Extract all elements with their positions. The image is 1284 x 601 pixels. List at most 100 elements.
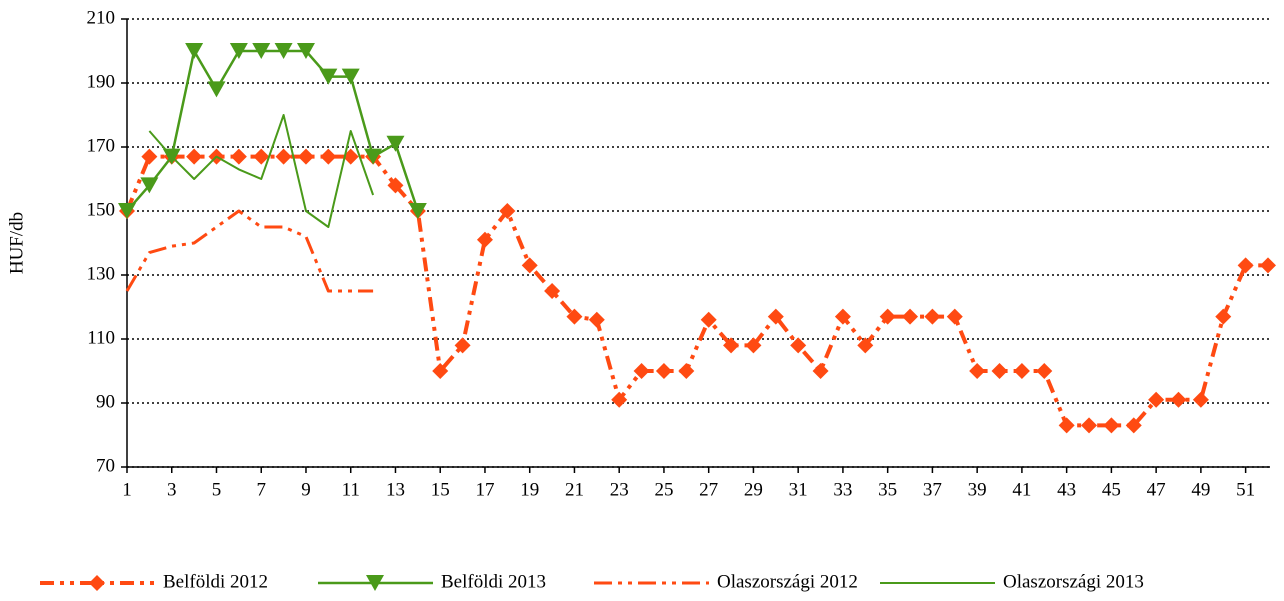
point [230,148,247,165]
point [566,308,583,325]
point [611,391,628,408]
x-tick-label: 17 [475,479,494,500]
x-tick-label: 27 [699,479,718,500]
legend-marker [366,575,384,591]
y-tick-label: 190 [87,71,116,92]
point [857,337,874,354]
x-tick-label: 19 [520,479,539,500]
point [1125,417,1142,434]
point [275,148,292,165]
point [296,43,315,59]
point [879,308,896,325]
x-tick-label: 39 [968,479,987,500]
y-tick-label: 130 [87,263,116,284]
x-tick-label: 51 [1236,479,1255,500]
point [812,363,829,379]
point [252,43,271,59]
point [1170,391,1187,408]
y-tick-label: 170 [87,135,116,156]
point [655,363,672,379]
point [319,68,338,85]
point [1036,363,1053,379]
point [185,43,204,59]
point [521,257,538,274]
point [140,177,159,194]
point [969,363,986,379]
x-tick-label: 31 [789,479,808,500]
x-tick-label: 3 [167,479,177,500]
x-tick-label: 41 [1012,479,1031,500]
point [588,311,605,328]
x-tick-label: 25 [654,479,673,500]
x-tick-label: 47 [1147,479,1166,500]
x-tick-label: 33 [833,479,852,500]
y-tick-label: 70 [96,455,115,476]
point [253,148,270,165]
point [678,363,695,379]
x-tick-label: 45 [1102,479,1121,500]
point [991,363,1008,379]
point [320,148,337,165]
point [700,311,717,328]
x-tick-label: 37 [923,479,942,500]
point [342,148,359,165]
legend-label: Belföldi 2013 [441,571,546,592]
x-tick-label: 5 [212,479,222,500]
x-tick-label: 21 [565,479,584,500]
point [454,337,471,354]
point [408,203,427,219]
x-tick-label: 9 [301,479,311,500]
series-line [125,154,1268,428]
point [1237,257,1254,274]
y-tick-label: 150 [87,199,116,220]
legend-label: Olaszországi 2013 [1003,571,1144,592]
point [274,43,293,59]
point [499,203,516,219]
x-tick-label: 49 [1191,479,1210,500]
y-tick-label: 90 [96,391,115,412]
x-tick-label: 7 [256,479,266,500]
point [118,203,136,219]
x-tick-label: 15 [431,479,450,500]
point [386,135,405,152]
point [1260,257,1276,274]
point [790,337,807,354]
point [1081,417,1098,434]
series-line [125,209,374,293]
point [364,148,383,165]
point [1013,363,1030,379]
legend-marker [89,575,105,591]
point [387,177,404,194]
x-tick-label: 35 [878,479,897,500]
point [186,148,203,165]
point [432,363,449,379]
legend-label: Belföldi 2012 [163,571,268,592]
y-axis-label: HUF/db [6,212,27,274]
point [1058,417,1075,434]
point [476,231,493,248]
point [141,148,158,165]
point [834,308,851,325]
series-line [126,49,420,212]
point [1103,417,1120,434]
point [924,308,941,325]
point [723,337,740,354]
point [767,308,784,325]
x-tick-label: 11 [342,479,360,500]
point [946,308,963,325]
point [902,308,919,325]
point [1192,391,1209,408]
point [229,43,248,59]
y-tick-label: 210 [87,7,116,28]
point [1215,308,1232,325]
legend-label: Olaszországi 2012 [717,571,858,592]
point [297,148,314,165]
y-tick-label: 110 [87,327,115,348]
point [341,68,360,85]
point [745,337,762,354]
point [544,283,561,299]
point [1148,391,1165,408]
x-tick-label: 29 [744,479,763,500]
x-tick-label: 43 [1057,479,1076,500]
